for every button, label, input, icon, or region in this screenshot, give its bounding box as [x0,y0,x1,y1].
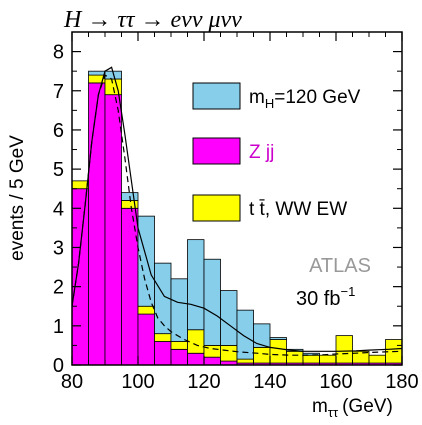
bar-mh-120-gev [88,70,106,76]
bar-mh-120-gev [302,352,320,356]
luminosity-value: 30 fb [296,288,340,310]
bar-t-t-ww-ew [269,339,287,364]
luminosity-exponent: −1 [340,284,355,299]
y-tick-label: 3 [53,237,64,259]
bar-mh-120-gev [187,239,205,331]
bar-z-jj [187,352,205,366]
bar-t-t-ww-ew [154,333,172,342]
legend-label-rest: =120 GeV [274,87,360,108]
chart-title-group: H → ττ → eνν μνν [63,7,242,33]
legend-swatch [192,82,241,110]
fit-curves-layer [71,66,403,356]
bar-t-t-ww-ew [368,354,386,364]
x-tick-label: 160 [319,371,352,393]
legend-swatch [192,137,241,165]
x-axis-label: mττ (GeV) [312,396,393,420]
bar-t-t-ww-ew [220,345,238,362]
bar-t-t-ww-ew [302,354,320,364]
bar-t-t-ww-ew [170,341,188,350]
y-axis-label: events / 5 GeV [7,135,28,261]
x-axis-label-main: m [312,396,328,417]
x-tick-label: 80 [61,371,83,393]
background-fit-curve [71,74,403,356]
x-axis-label-unit: (GeV) [342,396,393,417]
bar-mh-120-gev [137,215,155,307]
y-tick-label: 0 [53,355,64,377]
bar-z-jj [154,341,172,366]
bar-z-jj [203,356,221,366]
y-tick-label: 7 [53,81,64,103]
axis-ticks-layer: 80 100 120 140 160 180 0 1 2 3 4 5 6 7 8 [53,32,419,393]
bar-mh-120-gev [253,323,271,348]
bar-z-jj [121,207,139,366]
x-axis-label-subscript: ττ [328,405,339,420]
bar-t-t-ww-ew [236,358,254,364]
bars-layer [71,70,403,366]
bar-t-t-ww-ew [71,180,89,190]
x-tick-label: 120 [187,371,220,393]
y-tick-label: 8 [53,42,64,64]
legend-label-main: t t̄, WW EW [249,199,347,220]
bar-mh-120-gev [170,278,188,342]
legend-label: mH=120 GeV [249,87,361,111]
chart-title: H → ττ → eνν μνν [63,7,242,33]
bar-z-jj [71,188,89,366]
legend: mH=120 GeV Z jj t t̄, WW EW [192,82,361,222]
bar-t-t-ww-ew [319,354,337,364]
bar-t-t-ww-ew [286,350,304,364]
y-tick-label: 2 [53,277,64,299]
luminosity-label: 30 fb−1 [296,284,355,310]
bar-t-t-ww-ew [335,335,353,364]
total-fit-curve [71,66,403,352]
x-tick-label: 140 [253,371,286,393]
legend-swatch [192,194,241,222]
legend-label: t t̄, WW EW [249,199,347,220]
legend-label-subscript: H [265,96,274,111]
bar-mh-120-gev [269,337,287,340]
legend-label-main: m [249,87,265,108]
bar-t-t-ww-ew [137,305,155,315]
bar-t-t-ww-ew [187,329,205,354]
experiment-label: ATLAS [309,255,371,277]
bar-mh-120-gev [220,290,238,346]
bar-z-jj [170,348,188,366]
x-tick-label: 180 [385,371,418,393]
bar-z-jj [104,94,122,366]
bar-z-jj [88,82,106,366]
axis-labels: events / 5 GeV mττ (GeV) [7,135,393,420]
y-tick-label: 5 [53,159,64,181]
x-tick-label: 100 [121,371,154,393]
bar-z-jj [137,313,155,366]
y-tick-label: 4 [53,198,64,220]
bar-t-t-ww-ew [253,346,271,364]
annotations: ATLAS 30 fb−1 [296,255,371,310]
legend-label-main: Z jj [249,142,274,163]
bar-mh-120-gev [203,258,221,346]
y-tick-label: 1 [53,316,64,338]
legend-label: Z jj [249,142,274,163]
y-tick-label: 6 [53,120,64,142]
